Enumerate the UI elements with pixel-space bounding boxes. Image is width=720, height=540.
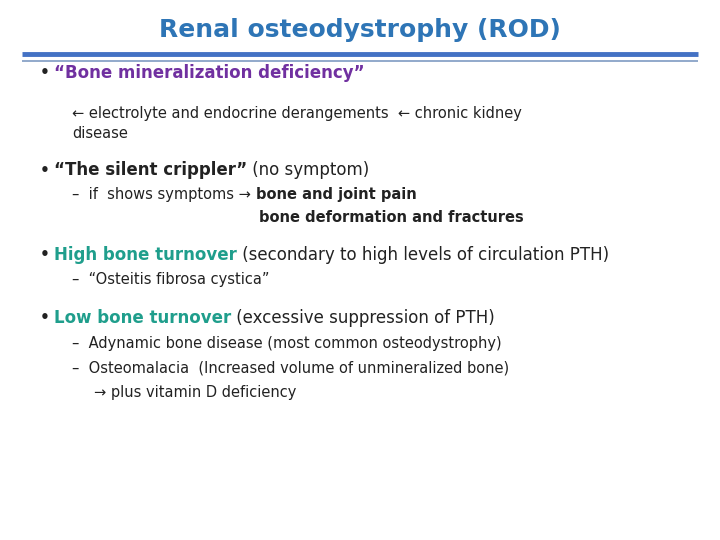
Text: •: •: [40, 247, 50, 262]
Text: → plus vitamin D deficiency: → plus vitamin D deficiency: [94, 385, 296, 400]
Text: •: •: [40, 65, 50, 80]
Text: disease: disease: [72, 126, 128, 141]
Text: –  Adynamic bone disease (most common osteodystrophy): – Adynamic bone disease (most common ost…: [72, 336, 502, 352]
Text: (no symptom): (no symptom): [247, 161, 369, 179]
Text: “The silent crippler”: “The silent crippler”: [54, 161, 247, 179]
Text: (excessive suppression of PTH): (excessive suppression of PTH): [231, 308, 495, 327]
Text: bone deformation and fractures: bone deformation and fractures: [259, 210, 524, 225]
Text: –  Osteomalacia  (Increased volume of unmineralized bone): – Osteomalacia (Increased volume of unmi…: [72, 361, 509, 376]
Text: –  “Osteitis fibrosa cystica”: – “Osteitis fibrosa cystica”: [72, 272, 269, 287]
Text: “Bone mineralization deficiency”: “Bone mineralization deficiency”: [54, 64, 364, 82]
Text: •: •: [40, 310, 50, 325]
Text: •: •: [40, 163, 50, 178]
Text: (secondary to high levels of circulation PTH): (secondary to high levels of circulation…: [237, 246, 609, 264]
Text: ← electrolyte and endocrine derangements  ← chronic kidney: ← electrolyte and endocrine derangements…: [72, 106, 522, 121]
Text: High bone turnover: High bone turnover: [54, 246, 237, 264]
Text: bone and joint pain: bone and joint pain: [256, 187, 416, 202]
Text: –  if  shows symptoms →: – if shows symptoms →: [72, 187, 256, 202]
Text: Renal osteodystrophy (ROD): Renal osteodystrophy (ROD): [159, 18, 561, 42]
Text: Low bone turnover: Low bone turnover: [54, 308, 231, 327]
